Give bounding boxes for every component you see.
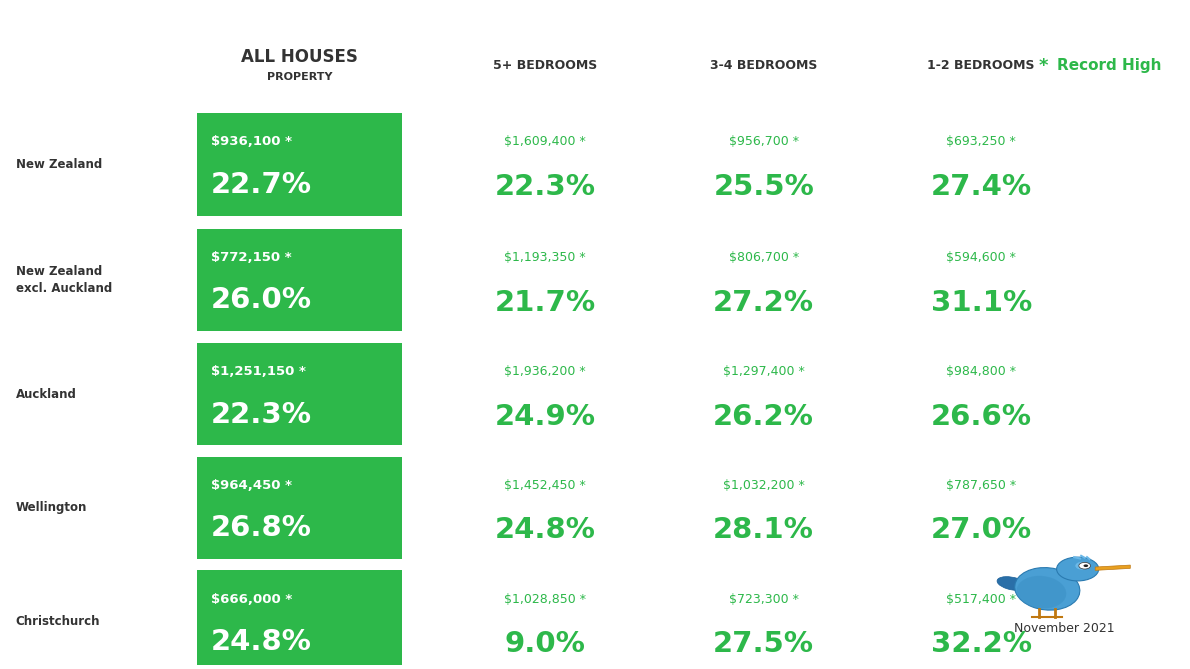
Text: $1,032,200 *: $1,032,200 * [722,479,804,492]
Circle shape [1084,565,1088,567]
Text: $594,600 *: $594,600 * [946,251,1016,264]
Text: $1,609,400 *: $1,609,400 * [505,135,585,149]
Circle shape [1057,557,1098,581]
Text: New Zealand: New Zealand [15,158,102,171]
FancyBboxPatch shape [198,571,402,669]
Text: 22.7%: 22.7% [211,171,312,199]
Text: 25.5%: 25.5% [713,173,814,201]
Text: 26.8%: 26.8% [211,514,312,543]
Text: $956,700 *: $956,700 * [728,135,798,149]
Circle shape [1079,563,1090,569]
Text: 27.4%: 27.4% [931,173,1032,201]
Text: $517,400 *: $517,400 * [946,593,1016,605]
Text: $984,800 *: $984,800 * [946,365,1016,378]
Text: $723,300 *: $723,300 * [728,593,798,605]
FancyBboxPatch shape [198,343,402,446]
Text: $787,650 *: $787,650 * [946,479,1016,492]
Text: 28.1%: 28.1% [713,516,814,545]
Text: Wellington: Wellington [15,502,87,514]
Text: 32.2%: 32.2% [931,630,1032,658]
Ellipse shape [1016,576,1066,609]
Text: ALL HOUSES: ALL HOUSES [242,48,358,66]
Text: 22.3%: 22.3% [211,401,312,429]
Text: 21.7%: 21.7% [495,288,595,316]
Text: Record High: Record High [1057,58,1161,73]
Text: 3-4 BEDROOMS: 3-4 BEDROOMS [710,59,818,72]
Text: 24.9%: 24.9% [495,403,595,431]
Text: November 2021: November 2021 [1015,622,1115,635]
Text: 27.2%: 27.2% [713,288,814,316]
Text: 27.0%: 27.0% [931,516,1032,545]
Text: New Zealand
excl. Auckland: New Zealand excl. Auckland [15,265,112,295]
Text: 24.8%: 24.8% [495,516,595,545]
Text: $1,028,850 *: $1,028,850 * [505,593,585,605]
Text: $936,100 *: $936,100 * [211,135,293,149]
Text: $1,936,200 *: $1,936,200 * [505,365,585,378]
Text: 22.3%: 22.3% [495,173,595,201]
Text: $1,452,450 *: $1,452,450 * [505,479,585,492]
Text: 1-2 BEDROOMS: 1-2 BEDROOMS [927,59,1035,72]
Text: $1,193,350 *: $1,193,350 * [505,251,585,264]
Text: 26.6%: 26.6% [931,403,1032,431]
Text: $1,297,400 *: $1,297,400 * [722,365,804,378]
Text: $693,250 *: $693,250 * [946,135,1016,149]
Text: 26.2%: 26.2% [713,403,814,431]
Text: $1,251,150 *: $1,251,150 * [211,365,306,378]
Text: 9.0%: 9.0% [505,630,585,658]
Text: Auckland: Auckland [15,388,76,401]
Text: *: * [1039,57,1048,75]
Text: 26.0%: 26.0% [211,286,312,314]
Text: 5+ BEDROOMS: 5+ BEDROOMS [493,59,597,72]
Text: PROPERTY: PROPERTY [267,72,332,82]
Text: Christchurch: Christchurch [15,615,100,628]
Polygon shape [1095,565,1130,571]
Text: $772,150 *: $772,150 * [211,251,292,264]
Text: 31.1%: 31.1% [931,288,1032,316]
Text: 24.8%: 24.8% [211,628,312,656]
Text: 27.5%: 27.5% [713,630,814,658]
Text: $806,700 *: $806,700 * [728,251,798,264]
FancyBboxPatch shape [198,457,402,559]
FancyBboxPatch shape [198,229,402,331]
FancyBboxPatch shape [198,113,402,215]
Circle shape [1076,562,1089,570]
Ellipse shape [997,577,1027,591]
Text: $964,450 *: $964,450 * [211,479,293,492]
Ellipse shape [1015,567,1079,610]
Text: $666,000 *: $666,000 * [211,593,293,605]
